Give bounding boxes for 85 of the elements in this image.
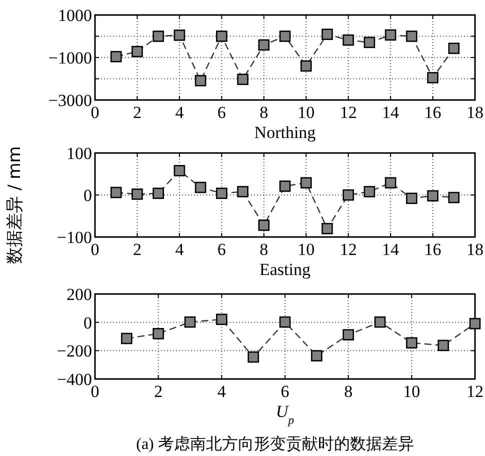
point [132, 46, 143, 58]
point [342, 34, 354, 46]
point [374, 316, 386, 328]
x-tick-label: 18 [466, 240, 484, 259]
point [364, 36, 376, 48]
x-tick-label: 12 [340, 103, 357, 122]
y-tick-label: 0 [84, 313, 92, 332]
point [311, 350, 322, 362]
x-tick-label: 16 [424, 103, 442, 122]
point [152, 30, 164, 42]
point [406, 337, 418, 349]
point [216, 188, 228, 199]
point [121, 332, 132, 344]
point [322, 222, 333, 234]
y-axis-title: 数据差异 / mm [5, 146, 25, 264]
x-axis-title: Easting [260, 260, 311, 279]
x-tick-label: 16 [424, 240, 442, 259]
point [237, 74, 248, 86]
point [216, 314, 228, 326]
point [248, 351, 259, 363]
point [258, 39, 270, 51]
y-tick-label: 0 [84, 186, 92, 205]
point [132, 188, 143, 200]
x-tick-label: 14 [382, 103, 400, 122]
y-tick-label: 100 [66, 144, 92, 163]
point [174, 30, 186, 41]
point [406, 192, 418, 204]
point [174, 164, 186, 176]
x-tick-label: 4 [175, 240, 184, 259]
point [279, 30, 291, 42]
x-tick-label: 2 [154, 382, 163, 401]
point [469, 318, 481, 330]
y-tick-label: −400 [56, 370, 92, 389]
point [279, 316, 291, 328]
x-tick-label: 10 [298, 103, 315, 122]
point [364, 186, 376, 198]
point [448, 192, 460, 204]
point [110, 186, 122, 198]
point [279, 180, 291, 192]
point [184, 316, 196, 328]
y-tick-label: 1000 [58, 6, 92, 25]
x-tick-label: 14 [382, 240, 400, 259]
x-tick-label: 10 [298, 240, 315, 259]
point [384, 29, 396, 41]
y-tick-label: −1000 [48, 48, 92, 68]
x-tick-label: 12 [340, 240, 357, 259]
point [194, 182, 206, 194]
y-tick-label: −3000 [48, 91, 92, 110]
x-tick-label: 10 [403, 382, 420, 401]
point [258, 220, 270, 231]
point [342, 329, 354, 340]
x-tick-label: 4 [175, 103, 184, 122]
point [152, 328, 164, 340]
point [342, 189, 354, 201]
point [237, 186, 248, 198]
x-tick-label: 4 [217, 382, 226, 401]
point [427, 190, 438, 202]
text: (a) 考虑南北方向形变贡献时的数据差异 [136, 435, 414, 453]
point [438, 340, 449, 352]
point [427, 72, 438, 84]
point [194, 75, 206, 86]
point [216, 30, 228, 42]
point [152, 188, 164, 199]
x-tick-label: 6 [217, 103, 226, 122]
x-tick-label: 6 [280, 382, 290, 401]
x-tick-label: 8 [260, 240, 268, 259]
x-tick-label: 2 [132, 103, 142, 122]
x-tick-label: 8 [344, 382, 353, 401]
point [322, 28, 333, 40]
y-tick-label: −200 [56, 342, 92, 361]
point [300, 60, 312, 72]
x-tick-label: 2 [132, 240, 142, 259]
point [406, 30, 418, 42]
y-tick-label: 200 [66, 285, 92, 304]
x-tick-label: 12 [466, 382, 484, 401]
point [384, 177, 396, 188]
x-tick-label: 8 [260, 103, 268, 122]
point [300, 177, 312, 188]
point [110, 51, 122, 62]
point [448, 42, 460, 54]
x-axis-title: U$_{p}$ [276, 402, 294, 427]
x-tick-label: 18 [466, 103, 484, 122]
x-tick-label: 6 [217, 240, 226, 259]
y-tick-label: −100 [56, 228, 92, 247]
x-axis-title: Northing [254, 123, 316, 142]
